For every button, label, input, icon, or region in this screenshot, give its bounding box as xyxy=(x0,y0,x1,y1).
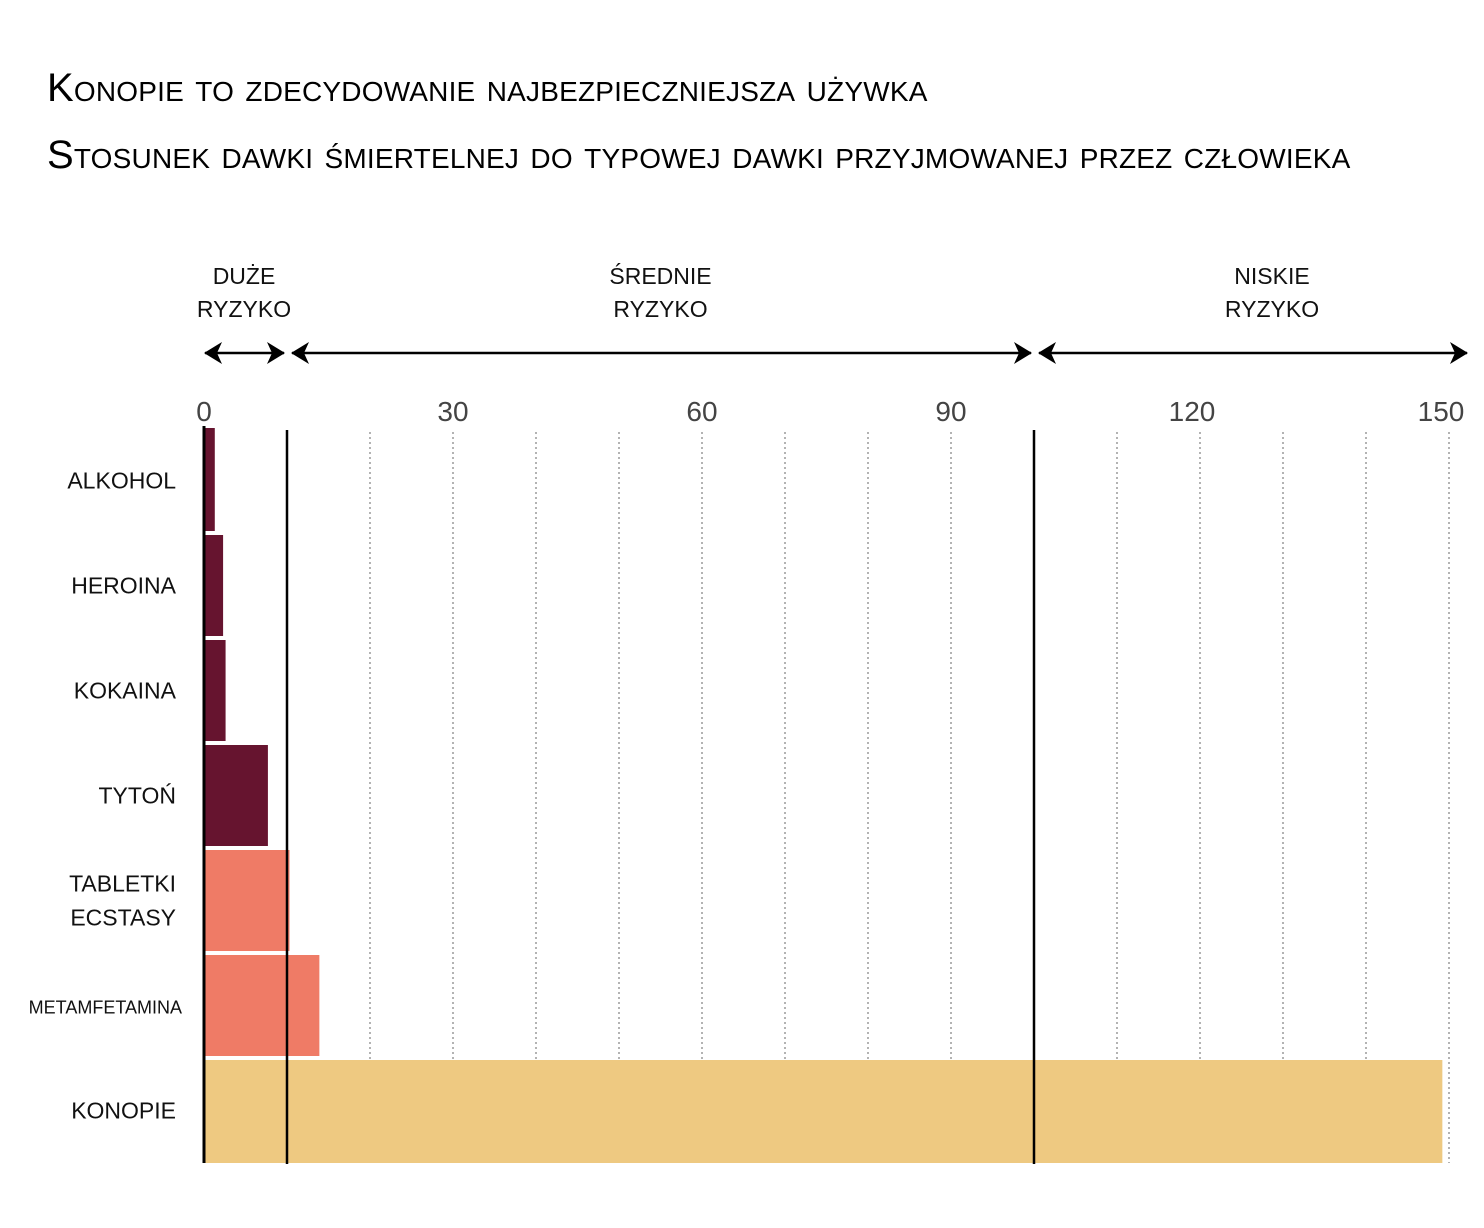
arrowhead-left-icon xyxy=(291,342,309,364)
arrowhead-right-icon xyxy=(267,342,285,364)
x-tick-label: 120 xyxy=(1169,396,1216,427)
chart-subtitle: Stosunek dawki śmiertelnej do typowej da… xyxy=(47,133,1351,177)
arrowhead-left-icon xyxy=(204,342,222,364)
category-label: KONOPIE xyxy=(71,1098,176,1124)
category-label: HEROINA xyxy=(71,573,176,599)
category-label: ECSTASY xyxy=(70,905,176,931)
category-label: ALKOHOL xyxy=(67,468,176,494)
bar xyxy=(204,535,224,636)
bar xyxy=(204,428,215,531)
bars xyxy=(204,428,1443,1163)
category-label: TABLETKI xyxy=(69,871,176,897)
risk-zone-label: ŚREDNIE xyxy=(609,262,711,289)
bar xyxy=(204,850,290,951)
threshold-lines xyxy=(202,426,1036,1164)
bar xyxy=(204,640,226,741)
category-labels: ALKOHOL HEROINA KOKAINA TYTOŃ TABLETKI ECSTAS… xyxy=(29,468,182,1124)
category-label: TYTOŃ xyxy=(98,783,176,809)
risk-zones: DUŻE RYZYKO ŚREDNIE RYZYKO NISKIE RYZYKO xyxy=(197,262,1468,364)
category-label: METAMFETAMINA xyxy=(29,998,182,1018)
chart-title: Konopie to zdecydowanie najbezpieczniejs… xyxy=(47,66,928,110)
x-axis-ticks: 0 30 60 90 120 150 xyxy=(196,396,1464,427)
x-tick-label: 90 xyxy=(935,396,966,427)
bar xyxy=(204,745,268,846)
risk-zone-label: DUŻE xyxy=(213,263,276,289)
bar xyxy=(204,955,320,1056)
risk-zone-label: NISKIE xyxy=(1234,263,1309,289)
risk-zone-label: RYZYKO xyxy=(613,296,707,322)
x-tick-label: 60 xyxy=(686,396,717,427)
x-tick-label: 30 xyxy=(437,396,468,427)
x-tick-label: 0 xyxy=(196,396,212,427)
arrowhead-right-icon xyxy=(1450,342,1468,364)
arrowhead-right-icon xyxy=(1014,342,1032,364)
risk-zone-label: RYZYKO xyxy=(197,296,291,322)
x-tick-label: 150 xyxy=(1418,396,1465,427)
bar xyxy=(204,1060,1443,1163)
category-label: KOKAINA xyxy=(74,678,177,704)
gridlines xyxy=(369,432,1450,1163)
risk-zone-label: RYZYKO xyxy=(1225,296,1319,322)
arrowhead-left-icon xyxy=(1038,342,1056,364)
